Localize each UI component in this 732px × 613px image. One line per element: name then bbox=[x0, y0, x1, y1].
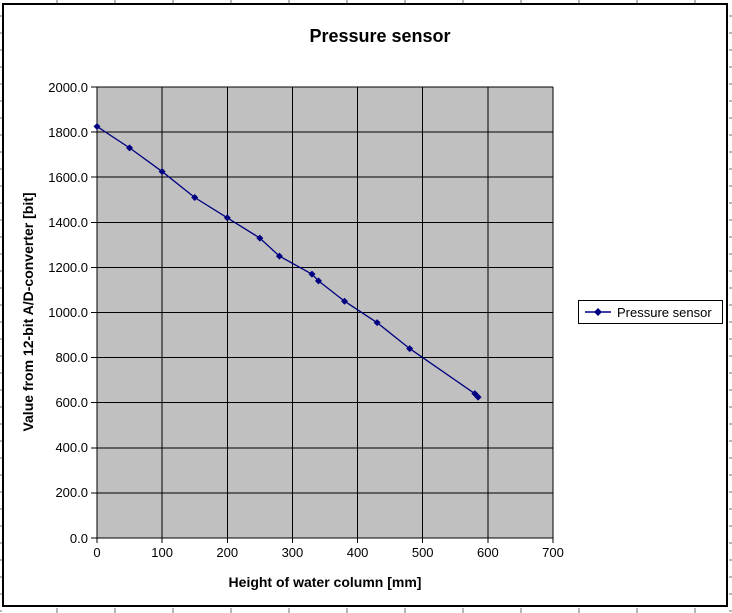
data-point-marker bbox=[341, 297, 349, 305]
data-point-marker bbox=[406, 345, 414, 353]
data-point-marker bbox=[308, 270, 316, 278]
x-tick-label: 200 bbox=[216, 545, 239, 560]
data-point-marker bbox=[93, 122, 101, 130]
legend-series-marker-icon bbox=[585, 308, 611, 316]
data-point-marker bbox=[256, 234, 264, 242]
y-tick-label: 2000.0 bbox=[48, 79, 88, 95]
x-tick-label: 400 bbox=[346, 545, 369, 560]
y-tick-label: 800.0 bbox=[55, 350, 88, 366]
spreadsheet-edge-right bbox=[729, 0, 732, 613]
spreadsheet-edge-left bbox=[0, 0, 2, 613]
y-tick-label: 400.0 bbox=[55, 440, 88, 456]
data-point-marker bbox=[223, 214, 231, 222]
x-axis-title: Height of water column [mm] bbox=[228, 574, 422, 590]
x-tick-label: 0 bbox=[93, 545, 101, 560]
x-tick-label: 500 bbox=[411, 545, 434, 560]
y-tick-label: 200.0 bbox=[55, 485, 88, 501]
legend-label: Pressure sensor bbox=[617, 304, 712, 320]
data-point-marker bbox=[373, 319, 381, 327]
y-tick-label: 0.0 bbox=[69, 530, 88, 546]
y-tick-label: 1600.0 bbox=[48, 169, 88, 185]
y-tick-label: 1200.0 bbox=[48, 259, 88, 275]
data-series-line[interactable] bbox=[96, 125, 479, 398]
y-tick-label: 600.0 bbox=[55, 395, 88, 411]
x-tick-label: 100 bbox=[151, 545, 173, 560]
data-point-marker bbox=[314, 277, 322, 285]
data-point-marker bbox=[126, 144, 134, 152]
spreadsheet-edge-top bbox=[0, 0, 732, 3]
x-tick-label: 300 bbox=[281, 545, 304, 560]
data-point-marker bbox=[275, 252, 283, 260]
y-tick-label: 1000.0 bbox=[48, 305, 88, 320]
x-tick-label: 600 bbox=[476, 545, 499, 560]
chart-title: Pressure sensor bbox=[309, 26, 451, 46]
x-tick-label: 700 bbox=[542, 545, 564, 560]
data-point-marker bbox=[191, 193, 199, 201]
data-point-marker bbox=[158, 168, 166, 176]
gridlines bbox=[91, 86, 554, 543]
legend[interactable]: Pressure sensor bbox=[578, 300, 723, 324]
y-tick-label: 1400.0 bbox=[48, 214, 88, 230]
y-tick-label: 1800.0 bbox=[48, 124, 88, 140]
data-point-marker bbox=[474, 393, 482, 401]
data-points[interactable] bbox=[93, 122, 482, 401]
spreadsheet-edge-bottom bbox=[0, 608, 732, 613]
